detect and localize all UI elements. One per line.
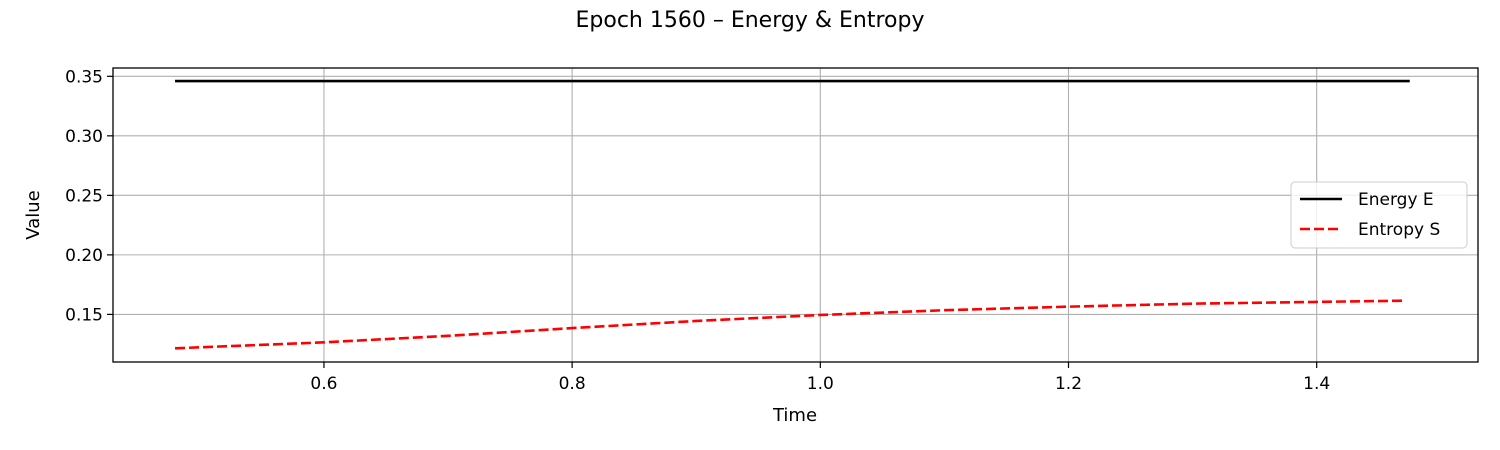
y-axis: 0.15 0.20 0.25 0.30 0.35 (65, 67, 113, 325)
legend: Energy E Entropy S (1290, 181, 1468, 249)
x-tick-label: 1.0 (807, 374, 834, 394)
x-tick-label: 0.6 (310, 374, 337, 394)
x-axis-title: Time (772, 405, 817, 426)
grid (113, 68, 1478, 362)
x-tick-label: 0.8 (559, 374, 586, 394)
x-tick-label: 1.2 (1055, 374, 1082, 394)
y-tick-label: 0.25 (65, 186, 103, 206)
y-tick-label: 0.30 (65, 127, 103, 147)
y-tick-label: 0.15 (65, 305, 103, 325)
y-tick-label: 0.35 (65, 67, 103, 87)
x-tick-label: 1.4 (1303, 374, 1330, 394)
x-axis: 0.6 0.8 1.0 1.2 1.4 (310, 362, 1330, 394)
y-axis-title: Value (23, 190, 44, 239)
plot-area (112, 67, 1479, 363)
y-tick-label: 0.20 (65, 246, 103, 266)
series-layer (174, 79, 1410, 350)
legend-label-entropy-s: Entropy S (1358, 220, 1440, 240)
legend-label-energy-e: Energy E (1358, 190, 1434, 210)
series-line-entropy-s (174, 299, 1404, 350)
chart-title: Epoch 1560 – Energy & Entropy (576, 8, 925, 33)
